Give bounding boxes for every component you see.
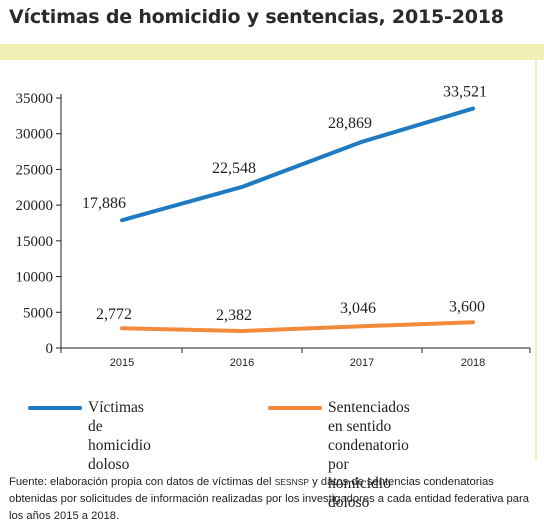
legend-swatch-blue [28,406,82,410]
source-abbreviation: SESNSP [274,477,310,487]
data-label: 2,382 [216,307,252,324]
legend-line: doloso [328,494,370,511]
y-axis: 0 5000 10000 15000 20000 25000 30000 35000 [16,91,62,357]
y-tick-label: 30000 [16,127,54,143]
y-tick-label: 25000 [16,162,54,178]
y-tick-label: 0 [46,341,54,357]
legend-line: condenatorio por homicidio [328,437,409,492]
legend-swatch-orange [268,406,322,410]
data-label: 28,869 [328,115,372,132]
data-label: 3,600 [449,298,485,315]
series-lines [120,106,475,333]
x-axis: 2015 2016 2017 2018 [60,347,531,369]
data-label: 22,548 [212,160,256,177]
legend-line: Víctimas de homicidio [88,399,151,454]
y-tick-label: 10000 [16,270,54,286]
y-tick-label: 15000 [16,234,54,250]
x-tick-label: 2015 [110,357,134,369]
line-chart: 0 5000 10000 15000 20000 25000 30000 35000 2015… [16,84,531,369]
legend-label-homicide-victims: Víctimas de homicidio doloso [88,398,151,474]
source-text: Fuente: elaboración propia con datos de … [9,476,275,488]
chart-frame [0,60,537,460]
x-tick-label: 2016 [230,357,254,369]
y-tick-label: 5000 [23,305,53,321]
legend-line: doloso [88,456,130,473]
data-label: 3,046 [340,300,376,317]
legend-line: Sentenciados en sentido [328,399,410,435]
data-label: 33,521 [443,84,487,101]
x-tick-label: 2018 [461,357,485,369]
title-band [0,44,544,60]
data-label: 2,772 [96,306,132,323]
source-note: Fuente: elaboración propia con datos de … [9,474,539,525]
legend-label-sentenced: Sentenciados en sentido condenatorio por… [328,398,410,512]
data-label: 17,886 [82,195,126,212]
series-line-2 [120,320,475,333]
chart-title: Víctimas de homicidio y sentencias, 2015… [9,6,504,28]
series-line-1 [120,106,475,223]
y-tick-label: 35000 [16,91,54,107]
y-tick-label: 20000 [16,198,54,214]
x-tick-label: 2017 [350,357,374,369]
data-labels: 17,886 22,548 28,869 33,521 2,772 2,382 3,046 3… [82,84,487,324]
source-text: y datos de sentencias condenatorias obte… [9,476,529,522]
